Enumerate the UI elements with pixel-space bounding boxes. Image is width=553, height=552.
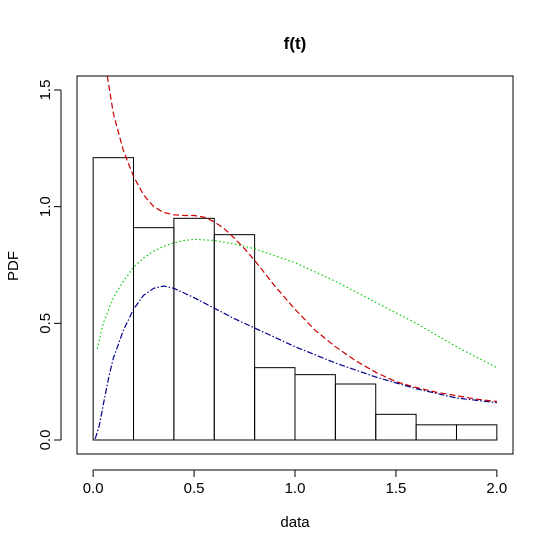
plot-frame — [76, 75, 514, 455]
density-curve — [96, 238, 498, 369]
x-tick-label: 1.0 — [285, 480, 306, 497]
x-tick-label: 0.0 — [83, 480, 104, 497]
density-curve — [106, 76, 497, 403]
y-tick-label: 1.5 — [37, 80, 54, 101]
histogram-bar — [294, 374, 336, 441]
histogram-bar — [133, 227, 175, 441]
y-tick-label: 1.0 — [37, 196, 54, 217]
histogram-bar — [415, 424, 457, 441]
x-tick-label: 0.5 — [184, 480, 205, 497]
y-axis-label: PDF — [5, 251, 22, 281]
y-tick-label: 0.5 — [37, 313, 54, 334]
histogram-bar — [375, 413, 417, 441]
histogram-bar — [334, 383, 377, 441]
histogram-bar — [173, 217, 215, 441]
x-axis-label: data — [280, 514, 310, 531]
x-tick-label: 1.5 — [385, 480, 406, 497]
histogram-bar — [455, 424, 498, 441]
density-curve — [94, 285, 497, 439]
chart-title: f(t) — [284, 34, 307, 53]
x-tick-label: 2.0 — [486, 480, 507, 497]
histogram-bar — [213, 234, 256, 441]
y-tick-label: 0.0 — [37, 430, 54, 451]
histogram-bar — [254, 367, 296, 441]
